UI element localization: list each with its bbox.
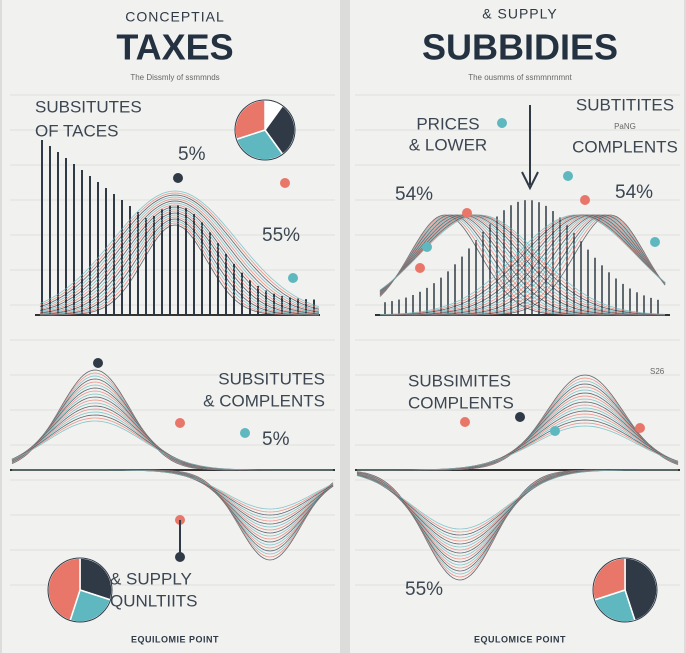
percent: 54% [395,184,433,205]
label: COMPLENTS [408,393,514,412]
dot-deco [580,195,590,205]
dot-deco [635,423,645,433]
label: QUNLTIITS [110,591,198,610]
dot-deco [422,242,432,252]
label: COMPLENTS [572,137,678,156]
dot-deco [240,428,250,438]
footer: EQUILOMIE POINT [131,634,219,644]
label: SUBSITUTES [35,97,142,116]
dot-deco [460,417,470,427]
kicker: & SUPPLY [482,6,557,22]
percent: 55% [262,225,300,246]
subtitle: The Dissmly of ssmmnds [130,73,219,82]
dot-deco [497,118,507,128]
label: SUBSITUTES [218,369,325,388]
label: & LOWER [409,135,487,154]
title: SUBBIDIES [422,27,618,68]
percent: 5% [178,144,206,165]
label: SUBTITITES [576,95,674,114]
label: SUBSIMITES [408,371,511,390]
percent: 5% [262,429,290,450]
dot-deco [288,273,298,283]
dot-deco [415,263,425,273]
label: OF TACES [35,121,118,140]
percent: 55% [405,579,443,600]
dot-deco [175,418,185,428]
label: PRICES [416,114,479,133]
dot-deco [93,358,103,368]
label: & COMPLENTS [203,391,325,410]
dot-deco [563,171,573,181]
dot-deco [650,237,660,247]
infographic: CONCEPTIAL TAXES The Dissmly of ssmmnds … [0,0,686,653]
label: PaNG [614,122,636,131]
dot-deco [515,412,525,422]
percent: 54% [615,182,653,203]
label: & SUPPLY [110,569,192,588]
dot-deco [462,208,472,218]
dot-deco [173,173,183,183]
footer: EQULOMICE POINT [474,634,566,644]
label: S26 [650,367,665,376]
title: TAXES [116,27,233,68]
subtitle: The ousmms of ssmmnrnmnt [468,73,572,82]
dot-deco [280,178,290,188]
dot-deco [550,426,560,436]
kicker: CONCEPTIAL [125,9,224,25]
